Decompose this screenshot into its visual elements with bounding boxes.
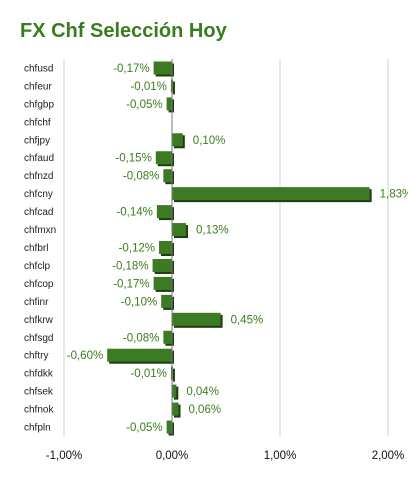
bar [107, 348, 172, 362]
bar [172, 402, 179, 416]
category-label: chfeur [24, 81, 52, 92]
data-label: -0,08% [123, 332, 159, 344]
data-label: 0,13% [196, 225, 229, 237]
data-label: -0,10% [121, 296, 157, 308]
bar [163, 169, 172, 183]
category-label: chfkrw [24, 315, 54, 326]
category-label: chfcny [24, 189, 53, 200]
data-label: -0,60% [67, 350, 103, 362]
data-label: 0,45% [231, 314, 264, 326]
data-label: 0,04% [186, 386, 219, 398]
category-label: chfcad [24, 207, 53, 218]
data-label: -0,15% [115, 153, 151, 165]
bar-shadow [172, 368, 175, 382]
category-label: chfchf [24, 117, 51, 128]
bar [163, 330, 172, 344]
category-label: chfsgd [24, 333, 53, 344]
category-label: chfdkk [24, 369, 54, 380]
category-label: chfbrl [24, 243, 48, 254]
bar [166, 97, 172, 111]
category-label: chfaud [24, 153, 54, 164]
data-label: 0,10% [193, 135, 226, 147]
bar [172, 223, 187, 237]
bar [153, 61, 172, 75]
data-label: 1,83% [380, 189, 408, 201]
bar [172, 133, 183, 147]
x-tick-label: 2,00% [372, 450, 405, 462]
category-label: chfjpy [24, 135, 50, 146]
x-tick-label: -1,00% [46, 450, 82, 462]
category-label: chfcop [24, 279, 54, 290]
category-label: chfsek [24, 387, 54, 398]
data-label: -0,05% [126, 422, 162, 434]
bar [153, 276, 172, 290]
data-label: 0,06% [188, 404, 221, 416]
data-label: -0,18% [112, 260, 148, 272]
data-label: -0,01% [130, 368, 166, 380]
category-label: chfgbp [24, 99, 54, 110]
bar [155, 151, 172, 165]
bar [166, 420, 172, 434]
chart-title: FX Chf Selección Hoy [20, 20, 227, 42]
bar [172, 312, 221, 326]
category-label: chfnok [24, 405, 54, 416]
data-label: -0,17% [113, 278, 149, 290]
bar [156, 205, 172, 219]
data-label: -0,05% [126, 99, 162, 111]
data-label: -0,14% [116, 207, 152, 219]
category-label: chfclp [24, 261, 51, 272]
category-label: chfmxn [24, 225, 56, 236]
bar [159, 241, 172, 254]
bar [172, 187, 370, 201]
bar [172, 384, 177, 398]
category-label: chfinr [24, 297, 49, 308]
x-tick-label: 0,00% [156, 450, 189, 462]
data-label: -0,12% [119, 243, 155, 255]
bar-shadow [172, 81, 175, 95]
category-label: chfnzd [24, 171, 53, 182]
category-label: chftry [24, 351, 48, 362]
category-label: chfpln [24, 423, 51, 434]
category-label: chfusd [24, 63, 53, 74]
data-label: -0,01% [130, 81, 166, 93]
data-label: -0,08% [123, 171, 159, 183]
data-label: -0,17% [113, 63, 149, 75]
bar [152, 258, 172, 272]
x-tick-label: 1,00% [264, 450, 297, 462]
bar [161, 294, 172, 308]
